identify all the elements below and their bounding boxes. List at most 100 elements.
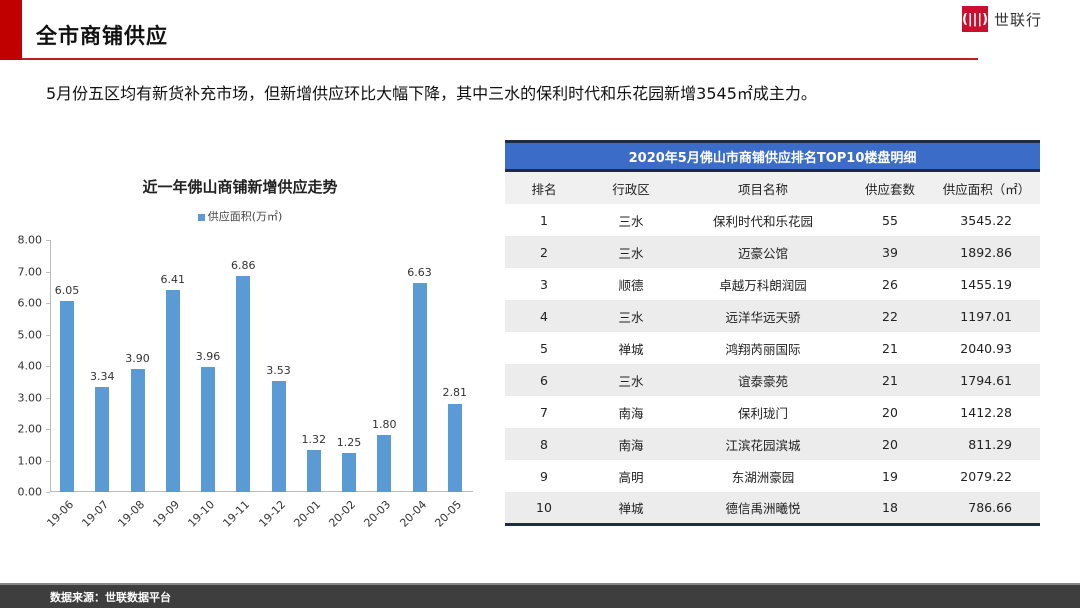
bar-value-label: 6.05: [54, 284, 80, 298]
table-row: 9 高明 东湖洲豪园 19 2079.22: [505, 460, 1040, 492]
x-tick-label: 19-11: [220, 498, 253, 530]
y-tick-label: 4.00: [17, 359, 43, 373]
cell-district: 三水: [618, 213, 644, 229]
logo-text: 世联行: [994, 10, 1043, 29]
col-header-area: 供应面积（㎡）: [933, 172, 1040, 204]
table-row: 2 三水 迈豪公馆 39 1892.86: [505, 236, 1040, 268]
legend-label: 供应面积(万㎡): [207, 210, 283, 223]
cell-project: 保利珑门: [737, 405, 788, 421]
y-tick-mark: [46, 240, 50, 241]
cell-rank: 3: [540, 276, 548, 292]
bar-value-label: 3.96: [195, 350, 221, 364]
bar-group: 6.63: [406, 240, 441, 492]
cell-rank: 8: [505, 428, 583, 460]
cell-rank: 5: [540, 340, 548, 356]
bar-value-label: 3.34: [90, 369, 115, 383]
bar-group: 6.86: [229, 240, 264, 492]
legend-swatch-icon: [197, 213, 205, 221]
bar-group: 3.96: [194, 240, 229, 492]
cell-project: 鸿翔芮丽国际: [725, 341, 801, 357]
y-axis: [50, 240, 51, 492]
cell-project: 卓越万科朗润园: [719, 277, 807, 293]
title-accent-bar: [0, 0, 22, 60]
footer-bar: 数据来源：世联数据平台: [0, 583, 1080, 608]
bar-group: 1.80: [370, 240, 405, 492]
x-tick-label: 20-02: [326, 498, 359, 530]
y-tick-label: 1.00: [17, 454, 43, 467]
cell-units: 21: [882, 340, 898, 356]
bar-group: 3.90: [124, 240, 159, 492]
table-row: 8 南海 江滨花园滨城 20 811.29: [505, 428, 1040, 460]
cell-area: 811.29: [933, 428, 1040, 460]
cell-area: 1455.19: [960, 276, 1012, 292]
cell-area: 1892.86: [933, 236, 1040, 268]
bar: [165, 290, 180, 492]
cell-district: 三水: [583, 300, 679, 332]
bar-group: 6.41: [159, 240, 194, 492]
col-header-units: 供应套数: [847, 172, 933, 204]
bar: [447, 403, 462, 492]
bar: [306, 450, 321, 492]
y-tick-label: 0.00: [17, 485, 43, 499]
title-divider: [22, 58, 978, 60]
cell-project: 谊泰豪苑: [679, 364, 847, 396]
bar-value-label: 6.63: [407, 266, 432, 280]
y-tick-mark: [46, 492, 50, 493]
bar: [236, 275, 251, 492]
cell-district: 高明: [618, 469, 644, 485]
x-tick-label: 20-04: [396, 498, 429, 530]
col-header-rank: 排名: [505, 172, 583, 204]
cell-area: 1412.28: [960, 404, 1012, 420]
cell-units: 22: [847, 300, 933, 332]
cell-rank: 4: [505, 300, 583, 332]
company-logo: (|||) 世联行: [962, 6, 1042, 32]
chart-title: 近一年佛山商铺新增供应走势: [142, 178, 338, 196]
table-title: 2020年5月佛山市商铺供应排名TOP10楼盘明细: [505, 140, 1040, 172]
y-tick-mark: [46, 303, 50, 304]
y-tick-mark: [46, 366, 50, 367]
cell-district: 三水: [583, 364, 679, 396]
data-source: 数据来源：世联数据平台: [50, 591, 171, 604]
bar-value-label: 1.32: [301, 433, 327, 447]
bar-group: 2.81: [441, 240, 476, 492]
bar: [342, 452, 356, 492]
col-header-project: 项目名称: [679, 172, 847, 204]
bar-group: 6.05: [53, 240, 88, 492]
bar-group: 1.25: [335, 240, 370, 492]
cell-units: 26: [882, 276, 898, 292]
cell-units: 19: [882, 468, 898, 484]
table-row: 3 顺德 卓越万科朗润园 26 1455.19: [505, 268, 1040, 300]
cell-area: 2079.22: [960, 468, 1012, 484]
y-tick-mark: [46, 271, 50, 273]
top10-table: 2020年5月佛山市商铺供应排名TOP10楼盘明细 排名 行政区 项目名称 供应…: [505, 140, 1040, 526]
logo-mark-icon: (|||): [962, 6, 988, 32]
bar-value-label: 1.25: [336, 435, 362, 449]
bar: [95, 386, 110, 492]
bar: [201, 367, 215, 492]
y-tick-mark: [46, 429, 50, 430]
cell-district: 禅城: [618, 341, 644, 357]
cell-units: 20: [847, 428, 933, 460]
col-header-district: 行政区: [583, 172, 679, 204]
cell-units: 20: [882, 404, 898, 420]
y-tick-label: 6.00: [17, 296, 43, 310]
cell-project: 迈豪公馆: [679, 236, 847, 268]
table-row: 7 南海 保利珑门 20 1412.28: [505, 396, 1040, 428]
y-tick-mark: [46, 397, 50, 399]
cell-area: 1197.01: [933, 300, 1040, 332]
x-tick-label: 19-06: [44, 498, 77, 530]
bar-value-label: 6.86: [231, 258, 256, 272]
cell-rank: 6: [505, 364, 583, 396]
table-row: 6 三水 谊泰豪苑 21 1794.61: [505, 364, 1040, 396]
cell-units: 39: [847, 236, 933, 268]
bar: [412, 283, 427, 492]
summary-text: 5月份五区均有新货补充市场，但新增供应环比大幅下降，其中三水的保利时代和乐花园新…: [46, 84, 817, 103]
cell-area: 2040.93: [960, 340, 1012, 356]
bar: [377, 435, 392, 492]
cell-units: 21: [847, 364, 933, 396]
y-tick-label: 3.00: [17, 391, 43, 404]
x-axis: [50, 491, 473, 492]
x-tick-label: 19-07: [79, 498, 112, 530]
bar-group: 1.32: [300, 240, 335, 492]
x-tick-label: 20-01: [291, 498, 323, 530]
